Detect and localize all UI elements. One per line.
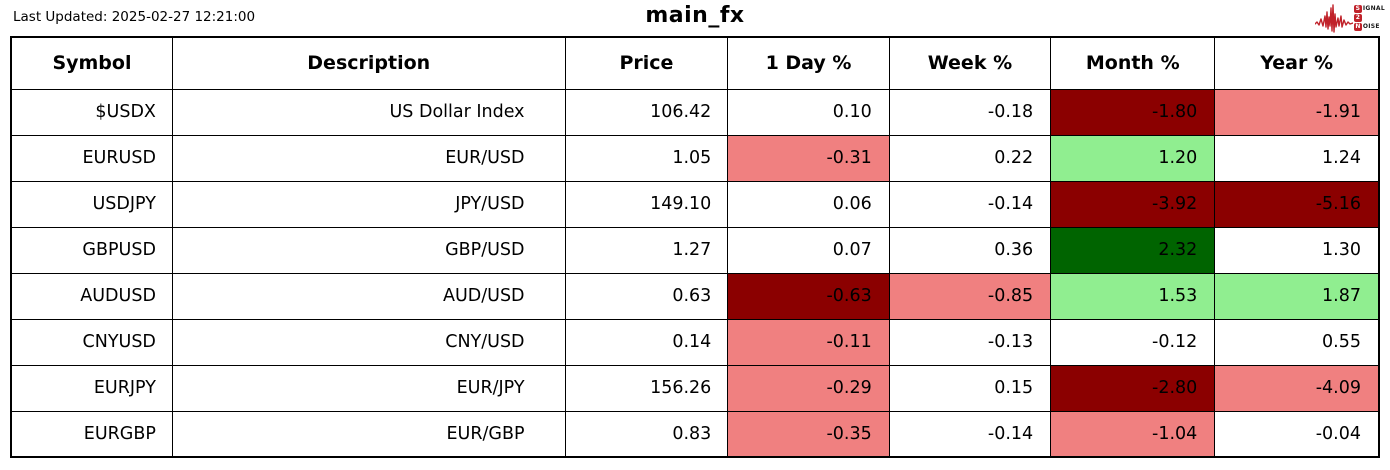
month-pct-cell: -1.04	[1050, 410, 1216, 458]
week-pct-cell: 0.15	[888, 364, 1052, 412]
logo-letter-s-box: S	[1353, 5, 1362, 13]
month-pct-cell: 2.32	[1050, 226, 1216, 274]
1day-pct-cell: -0.29	[727, 364, 890, 412]
description-cell: EUR/USD	[171, 134, 566, 182]
column-header-1day-pct: 1 Day %	[727, 36, 890, 90]
logo-noise-text: OISE	[1362, 23, 1380, 30]
column-header-month-pct: Month %	[1050, 36, 1216, 90]
symbol-cell: GBPUSD	[10, 226, 173, 274]
year-pct-cell: -5.16	[1214, 180, 1380, 228]
1day-pct-cell: 0.06	[727, 180, 890, 228]
description-cell: EUR/JPY	[171, 364, 566, 412]
price-cell: 0.63	[564, 272, 729, 320]
1day-pct-cell: 0.10	[727, 88, 890, 136]
symbol-cell: CNYUSD	[10, 318, 173, 366]
price-cell: 0.83	[564, 410, 729, 458]
table-row: GBPUSD GBP/USD 1.27 0.07 0.36 2.32 1.30	[10, 226, 1380, 274]
page-title: main_fx	[645, 3, 745, 28]
year-pct-cell: 1.87	[1214, 272, 1380, 320]
month-pct-cell: -3.92	[1050, 180, 1216, 228]
table-row: CNYUSD CNY/USD 0.14 -0.11 -0.13 -0.12 0.55	[10, 318, 1380, 366]
description-cell: EUR/GBP	[171, 410, 566, 458]
week-pct-cell: -0.85	[888, 272, 1052, 320]
1day-pct-cell: -0.31	[727, 134, 890, 182]
month-pct-cell: -2.80	[1050, 364, 1216, 412]
signal-2-noise-logo: S IGNAL 2 N OISE	[1314, 2, 1385, 34]
1day-pct-cell: -0.35	[727, 410, 890, 458]
symbol-cell: EURGBP	[10, 410, 173, 458]
logo-number-2-box: 2	[1353, 14, 1362, 22]
year-pct-cell: -0.04	[1214, 410, 1380, 458]
waveform-icon	[1314, 4, 1353, 33]
table-row: AUDUSD AUD/USD 0.63 -0.63 -0.85 1.53 1.87	[10, 272, 1380, 320]
fx-table: Symbol Description Price 1 Day % Week % …	[10, 36, 1380, 458]
column-header-price: Price	[564, 36, 729, 90]
1day-pct-cell: 0.07	[727, 226, 890, 274]
symbol-cell: EURJPY	[10, 364, 173, 412]
week-pct-cell: -0.13	[888, 318, 1052, 366]
logo-signal-text: IGNAL	[1362, 5, 1385, 12]
year-pct-cell: 0.55	[1214, 318, 1380, 366]
price-cell: 156.26	[564, 364, 729, 412]
symbol-cell: EURUSD	[10, 134, 173, 182]
fx-table-body: $USDX US Dollar Index 106.42 0.10 -0.18 -1.80…	[10, 88, 1380, 458]
column-header-description: Description	[171, 36, 566, 90]
description-cell: GBP/USD	[171, 226, 566, 274]
header-row: Symbol Description Price 1 Day % Week % …	[10, 36, 1380, 90]
symbol-cell: USDJPY	[10, 180, 173, 228]
logo-text: S IGNAL 2 N OISE	[1353, 5, 1385, 31]
symbol-cell: $USDX	[10, 88, 173, 136]
logo-line-two: 2	[1353, 14, 1385, 22]
week-pct-cell: -0.14	[888, 410, 1052, 458]
month-pct-cell: -0.12	[1050, 318, 1216, 366]
week-pct-cell: 0.36	[888, 226, 1052, 274]
logo-line-signal: S IGNAL	[1353, 5, 1385, 13]
description-cell: CNY/USD	[171, 318, 566, 366]
year-pct-cell: -1.91	[1214, 88, 1380, 136]
year-pct-cell: 1.24	[1214, 134, 1380, 182]
week-pct-cell: 0.22	[888, 134, 1052, 182]
symbol-cell: AUDUSD	[10, 272, 173, 320]
table-row: EURGBP EUR/GBP 0.83 -0.35 -0.14 -1.04 -0.04	[10, 410, 1380, 458]
month-pct-cell: 1.20	[1050, 134, 1216, 182]
table-row: $USDX US Dollar Index 106.42 0.10 -0.18 -1.80…	[10, 88, 1380, 136]
price-cell: 1.05	[564, 134, 729, 182]
month-pct-cell: -1.80	[1050, 88, 1216, 136]
month-pct-cell: 1.53	[1050, 272, 1216, 320]
1day-pct-cell: -0.63	[727, 272, 890, 320]
price-cell: 106.42	[564, 88, 729, 136]
last-updated-text: Last Updated: 2025-02-27 12:21:00	[13, 9, 256, 25]
column-header-symbol: Symbol	[10, 36, 173, 90]
description-cell: US Dollar Index	[171, 88, 566, 136]
price-cell: 1.27	[564, 226, 729, 274]
logo-letter-n-box: N	[1353, 23, 1362, 31]
price-cell: 0.14	[564, 318, 729, 366]
column-header-year-pct: Year %	[1214, 36, 1380, 90]
logo-line-noise: N OISE	[1353, 23, 1385, 31]
table-row: EURUSD EUR/USD 1.05 -0.31 0.22 1.20 1.24	[10, 134, 1380, 182]
1day-pct-cell: -0.11	[727, 318, 890, 366]
year-pct-cell: -4.09	[1214, 364, 1380, 412]
year-pct-cell: 1.30	[1214, 226, 1380, 274]
table-row: EURJPY EUR/JPY 156.26 -0.29 0.15 -2.80 -4.09	[10, 364, 1380, 412]
week-pct-cell: -0.18	[888, 88, 1052, 136]
price-cell: 149.10	[564, 180, 729, 228]
description-cell: AUD/USD	[171, 272, 566, 320]
table-row: USDJPY JPY/USD 149.10 0.06 -0.14 -3.92 -5.16	[10, 180, 1380, 228]
week-pct-cell: -0.14	[888, 180, 1052, 228]
column-header-week-pct: Week %	[888, 36, 1052, 90]
description-cell: JPY/USD	[171, 180, 566, 228]
